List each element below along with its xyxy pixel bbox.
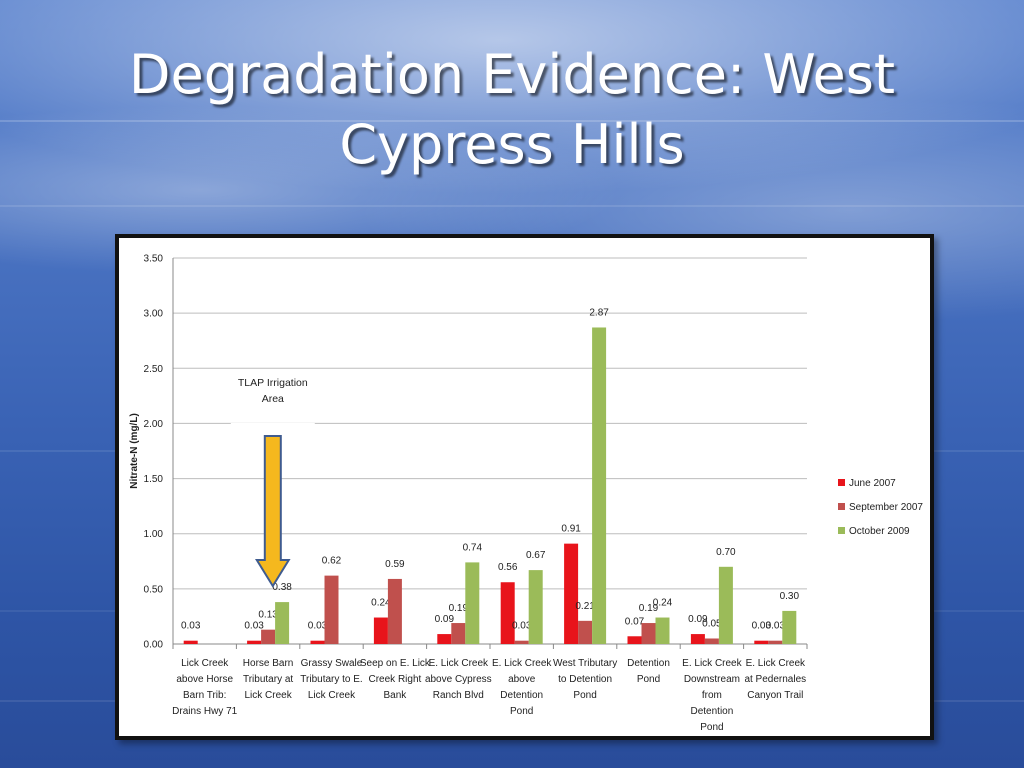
annotation-arrow [255,435,291,588]
bar [592,327,607,644]
data-label: 0.09 [688,614,708,625]
bar [754,640,769,644]
data-label: 0.74 [463,542,483,553]
nitrate-bar-chart: 0.00 0.50 1.00 1.50 2.00 2.50 3.00 3.50 Nitrate-… [129,254,923,734]
x-category-label: West Tributary to Detention Pond [553,658,617,701]
y-tick-label: 3.00 [144,309,164,320]
data-label: 0.56 [498,562,518,573]
data-label: 0.05 [702,618,722,629]
y-tick-label: 1.50 [144,474,164,485]
x-category-label: E. Lick Creek at Pedernales Canyon Trail [744,658,806,701]
bar [627,636,642,644]
bar [465,562,480,644]
data-label: 0.67 [526,550,546,561]
bar [261,629,276,644]
x-category-label: E. Lick Creek Downstream from Detention Pond [682,658,742,733]
bar [528,570,543,644]
bar [704,638,719,644]
data-label: 0.30 [780,591,800,602]
bar [247,640,262,644]
data-label: 0.62 [322,556,342,567]
bar [324,575,339,644]
data-label: 0.03 [752,621,772,632]
legend-entry: June 2007 [849,478,896,489]
bar [782,610,797,644]
data-label: 0.70 [716,547,736,558]
bar [275,602,290,644]
bar [373,617,388,644]
data-label: 0.91 [561,524,581,535]
bar [564,543,579,644]
bar [718,566,733,644]
data-label: 0.03 [181,621,201,632]
data-label: 2.87 [589,307,609,318]
x-category-label: E. Lick Creek above Cypress Ranch Blvd [425,658,492,701]
bar [768,640,783,644]
data-label: 0.19 [449,603,469,614]
y-tick-label: 2.00 [144,419,164,430]
y-tick-label: 1.00 [144,529,164,540]
data-label: 0.03 [512,621,532,632]
bar [500,582,515,644]
legend-swatch [838,479,845,486]
data-label: 0.03 [308,621,328,632]
y-tick-label: 0.50 [144,584,164,595]
y-tick-label: 0.00 [144,640,164,651]
annotation-text: TLAP Irrigation Area [238,377,308,405]
legend-entry: October 2009 [849,526,910,537]
x-category-label: Seep on E. Lick Creek Right Bank [360,658,431,701]
legend-swatch [838,503,845,510]
bar [437,634,452,644]
x-category-label: Detention Pond [627,658,670,685]
bar [655,617,670,644]
legend-entry: September 2007 [849,502,923,513]
x-category-label: E. Lick Creek above Detention Pond [492,658,552,717]
bar [183,640,198,644]
bar [641,623,656,644]
data-label: 0.03 [766,621,786,632]
x-category-label: Horse Barn Tributary at Lick Creek [243,658,294,701]
data-label: 0.24 [653,598,673,609]
y-tick-label: 2.50 [144,364,164,375]
bar [578,620,593,644]
x-category-label: Lick Creek above Horse Barn Trib: Drains Hw… [172,658,237,717]
bar [514,640,529,644]
bar [690,634,705,644]
bar [310,640,325,644]
data-label: 0.03 [244,621,264,632]
data-label: 0.07 [625,616,645,627]
slide-title-line2: Cypress Hills [339,113,685,176]
legend-swatch [838,527,845,534]
slide-title: Degradation Evidence: West Cypress Hills [0,40,1024,180]
y-tick-label: 3.50 [144,254,164,265]
bar [387,578,402,644]
data-label: 0.19 [639,603,659,614]
bar [451,623,466,644]
data-label: 0.09 [435,614,455,625]
data-label: 0.59 [385,559,405,570]
data-label: 0.24 [371,598,391,609]
data-label: 0.38 [272,582,292,593]
slide-title-line1: Degradation Evidence: West [128,43,896,106]
data-label: 0.13 [258,610,278,621]
y-axis-title: Nitrate-N (mg/L) [129,413,140,489]
data-label: 0.21 [575,601,595,612]
chart-frame: 0.00 0.50 1.00 1.50 2.00 2.50 3.00 3.50 Nitrate-… [115,234,934,740]
x-category-label: Grassy Swale Tributary to E. Lick Creek [300,658,362,701]
